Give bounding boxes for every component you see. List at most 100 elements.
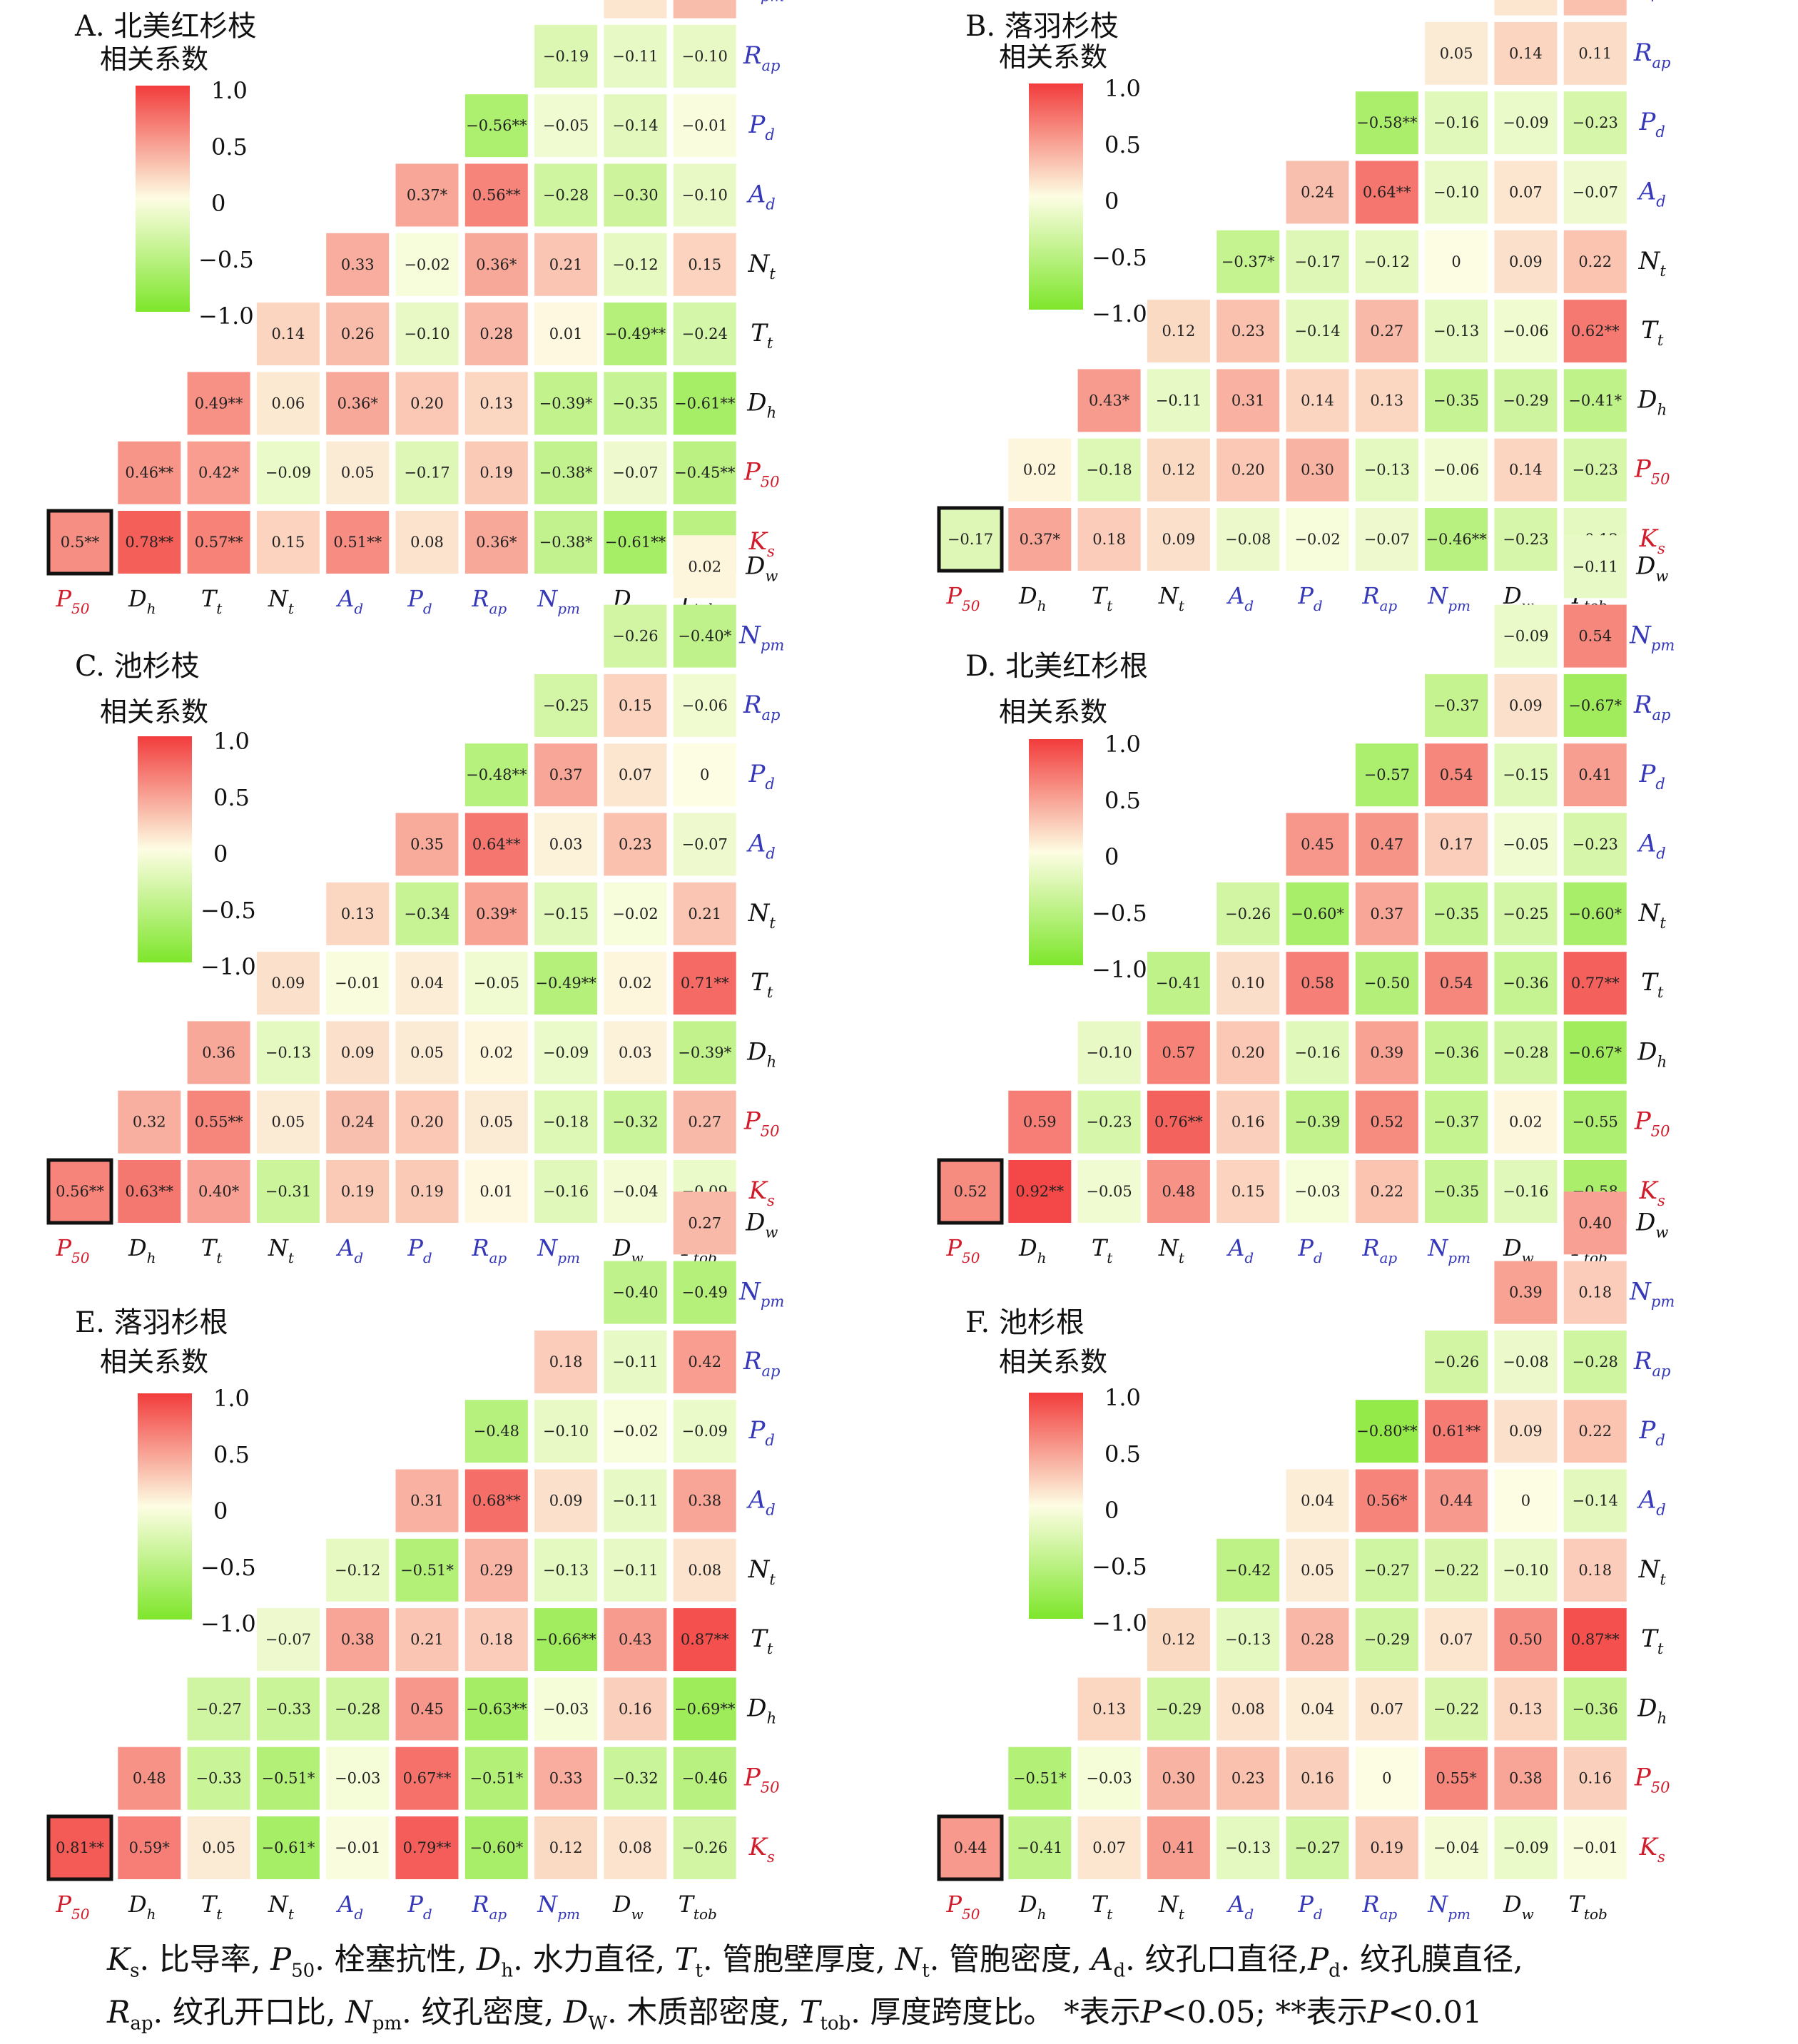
cell-value-label: 0.19 [410, 1183, 444, 1200]
heatmap-cell [1217, 1538, 1280, 1602]
cell-value-label: −0.51* [400, 1562, 454, 1579]
cell-value-label: −0.23 [1503, 531, 1548, 548]
heatmap-cell [534, 1816, 598, 1879]
heatmap-cell [1563, 1400, 1627, 1463]
cell-value-label: −0.01 [335, 1839, 380, 1856]
row-label: P50 [743, 1764, 780, 1796]
heatmap-cell [673, 1816, 736, 1879]
heatmap-cell [1355, 1021, 1418, 1084]
cell-value-label: 0.56* [1366, 1493, 1408, 1510]
column-label: Nt [268, 585, 295, 617]
heatmap-panel-1: A. 北美红杉枝0.050.070.25−0.19−0.11−0.10−0.56… [46, 0, 784, 617]
heatmap-cell [1217, 369, 1280, 432]
cell-value-label: 0.56** [56, 1183, 104, 1200]
heatmap-cell [395, 511, 459, 574]
heatmap-cell [1008, 438, 1072, 502]
cell-value-label: 0.45 [410, 1700, 444, 1717]
cell-value-label: −0.07 [1364, 531, 1410, 548]
cell-value-label: −0.26 [1225, 905, 1271, 922]
cell-value-label: 0.13 [1509, 1700, 1543, 1717]
caption-segment: P [1367, 1994, 1388, 2030]
heatmap-cell [256, 511, 320, 574]
cell-value-label: 0.09 [341, 1044, 375, 1061]
column-label: Tt [201, 1891, 223, 1923]
heatmap-cell [673, 1746, 736, 1810]
cell-value-label: −0.26 [1433, 1353, 1479, 1371]
heatmap-cell [1563, 91, 1627, 155]
heatmap-cell [604, 1400, 667, 1463]
column-label: Pd [407, 1234, 432, 1266]
column-label: Pd [1297, 582, 1322, 614]
heatmap-cell [534, 882, 598, 945]
cell-value-label: 0.07 [1440, 1631, 1473, 1648]
heatmap-cell [1563, 369, 1627, 432]
heatmap-cell [1286, 882, 1349, 945]
heatmap-cell [534, 511, 598, 574]
cell-value-label: 0.36* [476, 534, 517, 551]
column-label: Dh [1018, 1891, 1047, 1923]
panel-title: C. 池杉枝 [75, 650, 200, 683]
colorbar [138, 1393, 192, 1620]
cell-value-label: 0.57** [195, 534, 243, 551]
heatmap-cell [464, 441, 528, 504]
row-label: P50 [743, 1107, 780, 1140]
heatmap-cell [604, 441, 667, 504]
row-label: Tt [751, 319, 773, 352]
cell-value-label: −0.57 [1364, 766, 1410, 783]
heatmap-cell [1355, 743, 1418, 807]
heatmap-cell [1077, 438, 1141, 502]
row-label: Rap [1633, 39, 1671, 71]
heatmap-cell [1494, 813, 1558, 876]
heatmap-cell [395, 1090, 459, 1154]
row-label: Rap [1633, 1347, 1671, 1380]
cell-value-label: −0.31 [265, 1183, 311, 1200]
caption-segment: . 管胞壁厚度, [702, 1942, 895, 1978]
colorbar-tick-label: 0.5 [213, 1441, 250, 1468]
heatmap-cell [1217, 1160, 1280, 1223]
heatmap-cell [256, 441, 320, 504]
row-label: Pd [1639, 760, 1665, 793]
cell-value-label: 0.24 [1301, 184, 1334, 201]
heatmap-cell [1355, 91, 1418, 155]
heatmap-cell [673, 372, 736, 435]
cell-value-label: 0.12 [1162, 1631, 1196, 1648]
heatmap-cell [464, 1160, 528, 1223]
colorbar-title: 相关系数 [999, 41, 1107, 73]
cell-value-label: −0.18 [543, 1114, 589, 1131]
cell-value-label: −0.11 [612, 48, 658, 65]
cell-value-label: −0.61** [605, 534, 666, 551]
heatmap-cell [604, 882, 667, 945]
heatmap-cell [464, 743, 528, 807]
heatmap-cell [1008, 1816, 1072, 1879]
heatmap-cell [673, 882, 736, 945]
cell-value-label: 0.21 [549, 256, 583, 273]
row-label: Pd [748, 760, 775, 793]
colorbar [136, 86, 190, 312]
row-label: Tt [1641, 316, 1664, 349]
row-label: Dh [1637, 1037, 1667, 1070]
cell-value-label: 0.44 [1440, 1493, 1473, 1510]
cell-value-label: −0.18 [1086, 462, 1132, 479]
heatmap-cell [1355, 369, 1418, 432]
column-label: Rap [471, 1891, 507, 1923]
heatmap-cell [1563, 1816, 1627, 1879]
cell-value-label: −0.34 [404, 905, 450, 922]
colorbar-tick-label: 0.5 [1104, 1440, 1141, 1468]
heatmap-cell [604, 163, 667, 227]
cell-value-label: −0.46 [682, 1770, 728, 1787]
heatmap-cell [534, 163, 598, 227]
cell-value-label: −0.10 [1086, 1044, 1132, 1061]
cell-value-label: 0.03 [619, 1044, 652, 1061]
cell-value-label: 0.02 [1023, 462, 1057, 479]
cell-value-label: −0.33 [265, 1700, 311, 1717]
heatmap-cell [1286, 230, 1349, 293]
cell-value-label: −0.80** [1356, 1423, 1418, 1440]
heatmap-cell [326, 882, 390, 945]
cell-value-label: −0.55 [1573, 1114, 1618, 1131]
cell-value-label: −0.27 [1294, 1839, 1340, 1856]
cell-value-label: −0.48 [474, 1423, 519, 1440]
cell-value-label: 0.18 [549, 1353, 583, 1371]
cell-value-label: −0.11 [612, 1353, 658, 1371]
cell-value-label: −0.41 [1156, 975, 1202, 992]
row-label: Npm [738, 0, 784, 5]
